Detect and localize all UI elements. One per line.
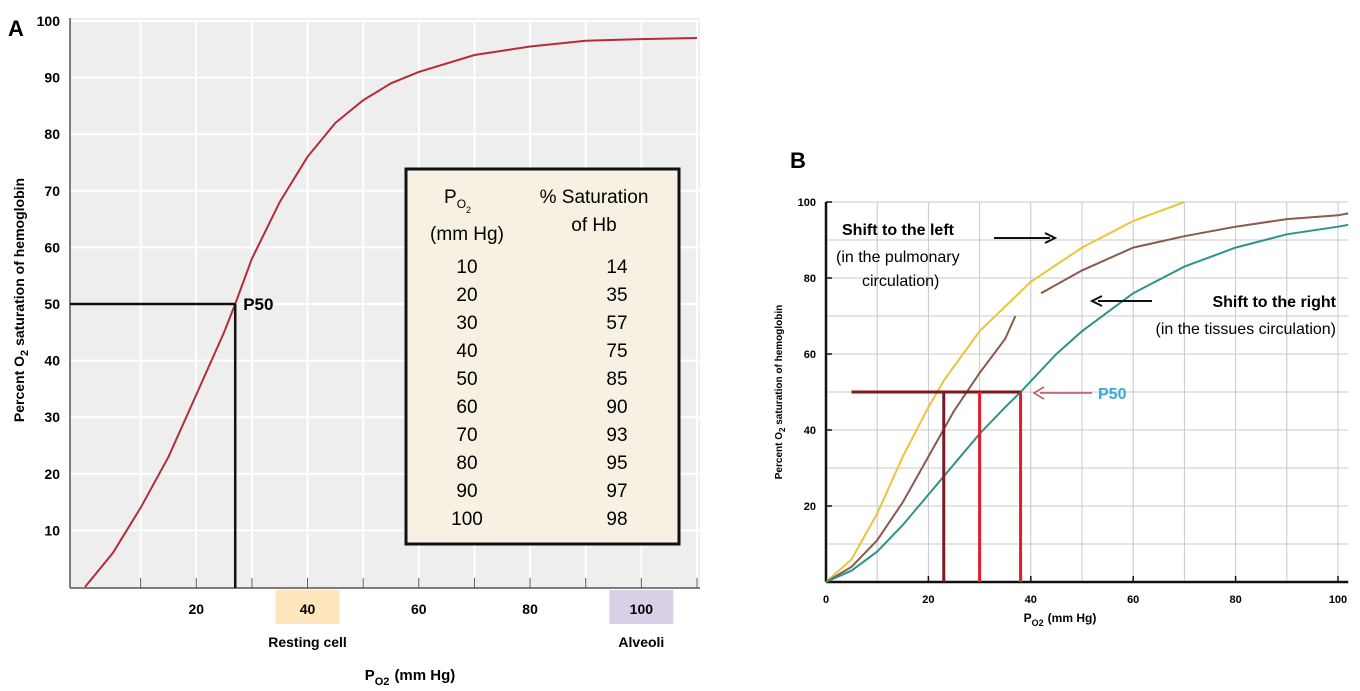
table-cell-po2: 20	[456, 285, 477, 306]
shift-right-arrowhead	[1089, 295, 1103, 307]
highlight-tick-caption: Alveoli	[618, 634, 664, 650]
x-tick-label: 60	[1127, 594, 1139, 606]
panel-b-ylabel: Percent O2 saturation of hemoglobin	[774, 305, 787, 479]
y-tick-label: 100	[37, 13, 61, 29]
x-tick-label: 100	[630, 601, 654, 617]
table-box	[404, 167, 681, 546]
panel-a-ylabel: Percent O2 saturation of hemoglobin	[11, 178, 31, 422]
x-tick-label: 0	[823, 594, 829, 606]
table-cell-saturation: 75	[606, 341, 627, 362]
panel-b-series	[825, 201, 1349, 583]
y-tick-label: 40	[44, 353, 60, 369]
table-cell-saturation: 97	[606, 481, 627, 502]
table-cell-po2: 80	[456, 453, 477, 474]
panel-a-letter: A	[8, 16, 24, 41]
x-tick-label: 20	[922, 594, 934, 606]
table-header-right: of Hb	[571, 215, 616, 236]
shift-right-title: Shift to the right	[1212, 294, 1336, 311]
panel-b-letter: B	[790, 148, 806, 173]
panel-a-ylabel-sub: 2	[19, 350, 31, 356]
table-cell-po2: 50	[456, 369, 477, 390]
table-cell-saturation: 85	[606, 369, 627, 390]
table-header-2: 2	[466, 205, 471, 215]
panel-b-xlabel: PO2 (mm Hg)	[1024, 611, 1097, 628]
table-header-p: P	[444, 187, 457, 208]
table-cell-saturation: 95	[606, 453, 627, 474]
y-tick-label: 20	[44, 466, 60, 482]
curve-normal	[825, 315, 1017, 583]
panel-a-xlabel: PO2 (mm Hg)	[365, 667, 456, 688]
y-tick-label: 10	[44, 522, 60, 538]
table-cell-po2: 40	[456, 341, 477, 362]
shift-left-subtitle-2: circulation)	[862, 273, 939, 290]
table-cell-saturation: 35	[606, 285, 627, 306]
highlight-tick-caption: Resting cell	[268, 634, 347, 650]
y-tick-label: 40	[804, 425, 816, 437]
table-cell-po2: 70	[456, 425, 477, 446]
table-cell-po2: 30	[456, 313, 477, 334]
p50-label: P50	[243, 295, 273, 314]
curve-normal-upper	[1040, 212, 1349, 295]
highlight-tick-box	[275, 590, 340, 624]
table-cell-saturation: 90	[606, 397, 627, 418]
table-cell-po2: 90	[456, 481, 477, 502]
table-cell-po2: 60	[456, 397, 477, 418]
y-tick-label: 60	[44, 239, 60, 255]
panel-a-data-table: PO2 (mm Hg) % Saturation of Hb 10 14 20 35 30 57 4…	[404, 167, 681, 546]
table-cell-po2: 100	[451, 509, 483, 530]
panel-b-annotations: Shift to the left (in the pulmonary circul…	[836, 222, 1337, 403]
table-cell-saturation: 14	[606, 257, 628, 278]
x-tick-label: 40	[1025, 594, 1037, 606]
panel-a-chart: A 10 20 30 40 50 60 70 80 90 100 20 40 60 80 100 Restin…	[8, 13, 700, 688]
highlight-tick-box	[609, 590, 674, 624]
dissociation-curve	[84, 37, 698, 588]
y-tick-label: 50	[44, 296, 60, 312]
panel-b-chart: B 20 40 60 80 100 0 20 40 60 80 100 Shift to the l…	[774, 148, 1349, 628]
y-tick-label: 30	[44, 409, 60, 425]
y-tick-label: 60	[804, 349, 816, 361]
table-header-unit: (mm Hg)	[430, 224, 504, 245]
x-tick-label: 20	[188, 601, 204, 617]
y-tick-label: 80	[804, 273, 816, 285]
table-cell-po2: 10	[456, 257, 477, 278]
shift-left-title: Shift to the left	[842, 222, 955, 239]
table-cell-saturation: 98	[606, 509, 627, 530]
shift-right-subtitle: (in the tissues circulation)	[1155, 321, 1336, 338]
panel-b-axes	[824, 201, 1349, 584]
y-tick-label: 70	[44, 183, 60, 199]
x-tick-label: 60	[411, 601, 427, 617]
table-header-right: % Saturation	[540, 187, 649, 208]
panel-a-series: P 50	[70, 37, 698, 588]
table-cell-saturation: 93	[606, 425, 627, 446]
table-header-left: PO2	[444, 187, 471, 215]
curve-shift-left	[825, 201, 1185, 583]
y-tick-label: 90	[44, 70, 60, 86]
x-tick-label: 100	[1329, 594, 1347, 606]
panel-a-tick-labels: 10 20 30 40 50 60 70 80 90 100 20 40 60 80 100 Resting …	[37, 13, 674, 650]
y-tick-label: 80	[44, 126, 60, 142]
x-tick-label: 40	[300, 601, 316, 617]
table-header-o: O	[457, 197, 466, 211]
x-tick-label: 80	[1229, 594, 1241, 606]
y-tick-label: 20	[804, 501, 816, 513]
table-cell-saturation: 57	[606, 313, 627, 334]
x-tick-label: 80	[522, 601, 538, 617]
y-tick-label: 100	[798, 197, 816, 209]
p50-label: P50	[1098, 386, 1127, 403]
p50-pointer-arrowhead	[1032, 386, 1045, 400]
panel-b-tick-labels: 20 40 60 80 100 0 20 40 60 80 100	[798, 197, 1348, 606]
shift-left-arrowhead	[1044, 232, 1058, 244]
shift-left-subtitle-1: (in the pulmonary	[836, 249, 960, 266]
